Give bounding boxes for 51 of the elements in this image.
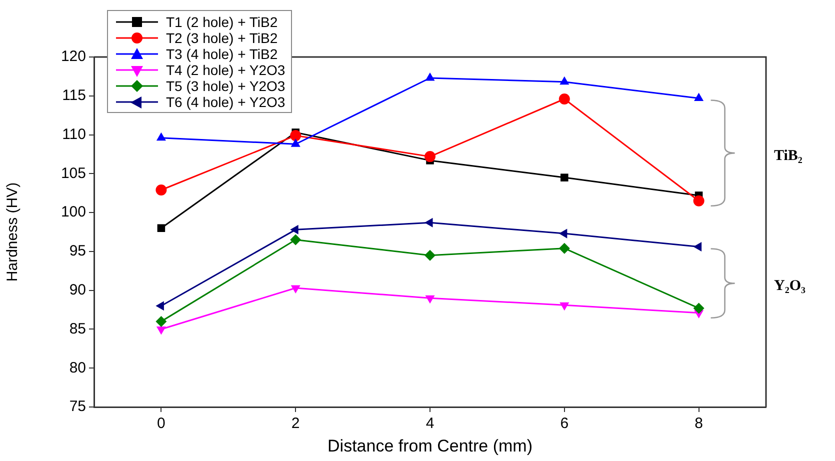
text: Y₂O₃ (774, 278, 806, 296)
point (156, 326, 166, 335)
point (560, 76, 570, 85)
y-tick-label: 110 (62, 126, 86, 143)
text: TiB₂ (774, 148, 802, 166)
legend-label: T3 (4 hole) + TiB2 (166, 46, 278, 62)
y-axis-title: Hardness (HV) (4, 182, 22, 282)
point (558, 94, 570, 104)
point (424, 151, 436, 162)
point (290, 138, 300, 147)
point (157, 224, 166, 232)
point (156, 316, 167, 327)
y-tick-label: 95 (69, 242, 86, 260)
x-tick-label: 8 (694, 415, 703, 432)
legend-label: T2 (3 hole) + TiB2 (166, 30, 278, 46)
point (558, 228, 568, 238)
x-axis-title: Distance from Centre (mm) (328, 436, 532, 456)
point (425, 72, 435, 81)
point (558, 242, 570, 254)
point (156, 132, 166, 141)
legend-label: T5 (3 hole) + Y2O3 (166, 78, 286, 94)
y-tick-label: 85 (69, 320, 86, 338)
point (290, 130, 302, 142)
point (156, 301, 164, 311)
y-tick-label: 75 (69, 398, 86, 416)
legend-label: T1 (2 hole) + TiB2 (166, 14, 278, 30)
x-tick-label: 2 (291, 415, 300, 432)
point (290, 285, 300, 294)
y-tick-label: 120 (60, 48, 86, 66)
y-tick-label: 100 (60, 204, 86, 221)
point (560, 174, 568, 182)
point (693, 302, 704, 314)
point (560, 302, 570, 311)
point (693, 242, 702, 252)
legend-label: T4 (2 hole) + Y2O3 (166, 62, 286, 78)
x-tick-label: 6 (560, 415, 569, 432)
legend-label: T6 (4 hole) + Y2O3 (166, 94, 286, 110)
point (424, 250, 436, 261)
point (693, 195, 704, 206)
point (290, 224, 298, 234)
y-tick-label: 115 (62, 87, 86, 104)
point (156, 184, 167, 196)
x-tick-label: 4 (426, 415, 434, 432)
y-tick-label: 80 (69, 359, 86, 376)
y-tick-label: 105 (60, 164, 86, 182)
y-tick-label: 90 (69, 281, 86, 298)
point (694, 92, 704, 101)
point (424, 218, 433, 228)
point (290, 234, 302, 246)
x-tick-label: 0 (157, 415, 166, 432)
point (425, 295, 435, 304)
